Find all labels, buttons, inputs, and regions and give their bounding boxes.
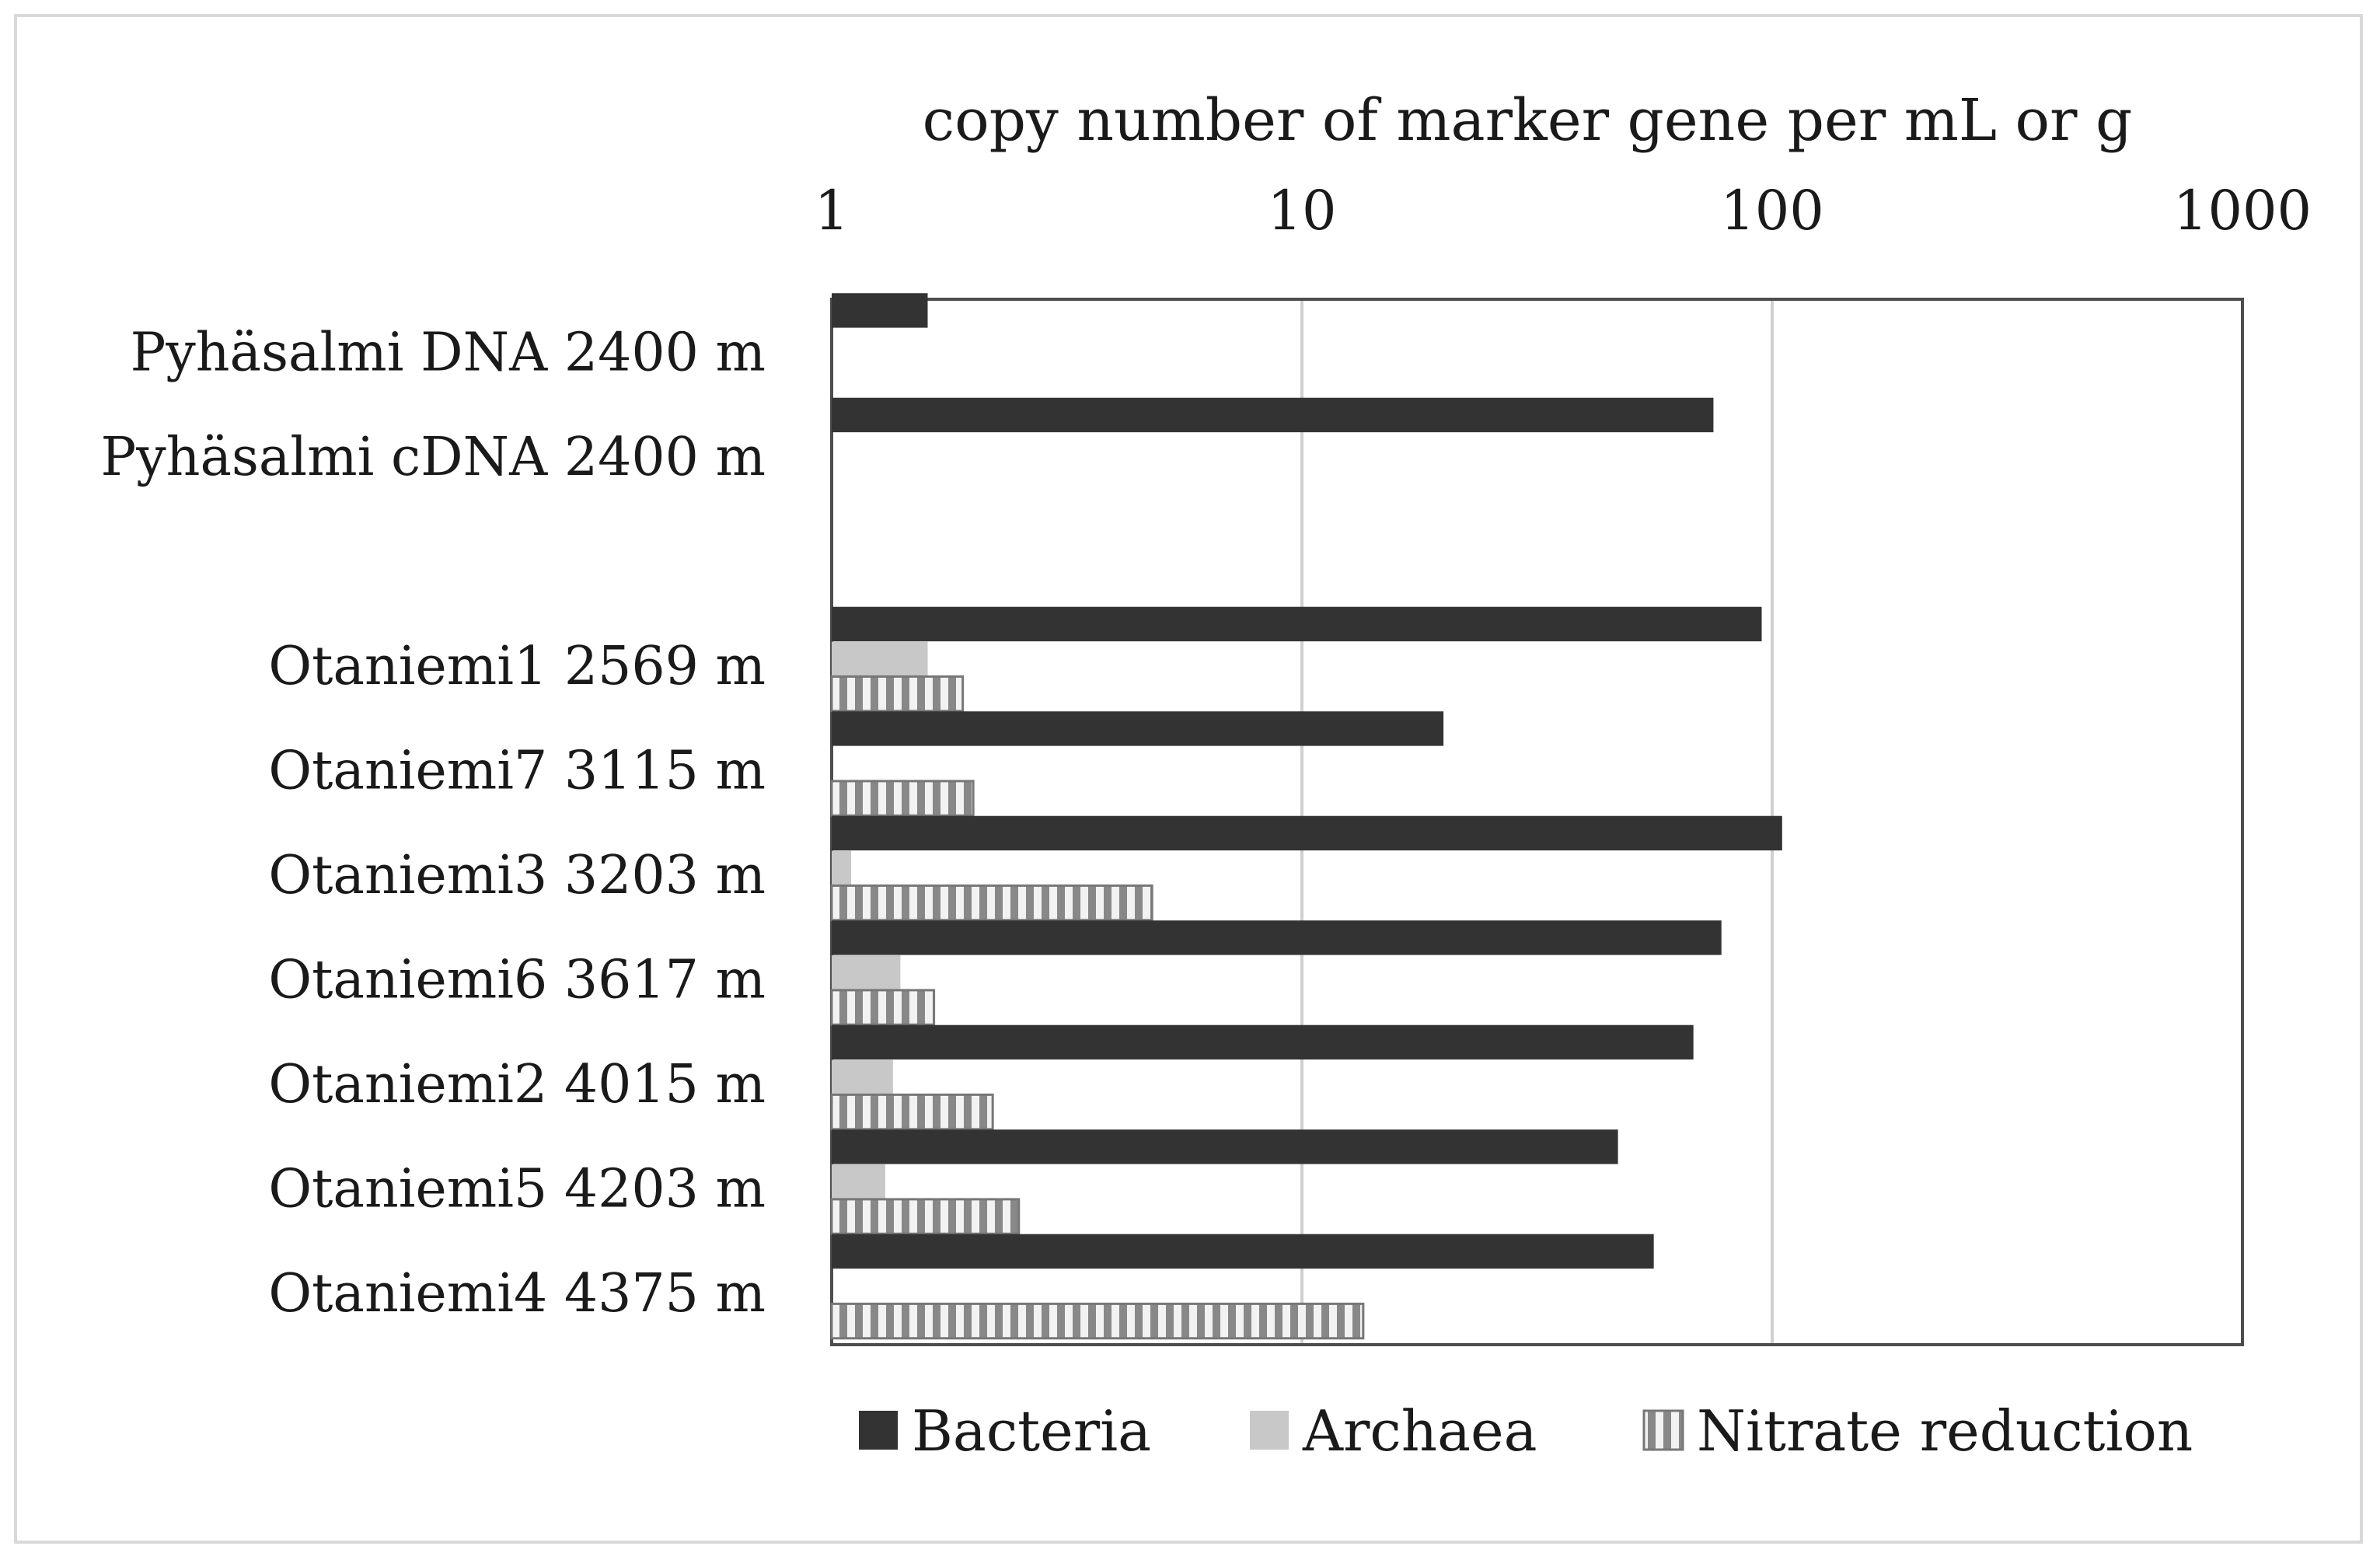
bar-bacteria <box>832 606 1762 642</box>
x-tick-labels: 1 10 100 1000 <box>815 179 2312 243</box>
category-label: Pyhäsalmi DNA 2400 m <box>131 322 766 383</box>
bar-nitrate-reduction <box>830 1198 1021 1235</box>
bar-nitrate-reduction <box>830 1302 1365 1340</box>
legend-swatch <box>1250 1411 1289 1450</box>
category-label: Otaniemi3 3203 m <box>268 845 766 906</box>
bar-archaea <box>832 641 928 676</box>
category-label: Otaniemi6 3617 m <box>268 949 766 1010</box>
bar-nitrate-reduction <box>830 780 975 817</box>
bar-bacteria <box>832 397 1714 433</box>
bar-nitrate-reduction <box>830 1093 994 1131</box>
bar-nitrate-reduction <box>830 989 936 1026</box>
bar-bacteria <box>832 293 928 328</box>
legend-label: Nitrate reduction <box>1697 1398 2193 1464</box>
x-tick-label: 1000 <box>2173 179 2312 243</box>
legend-label: Bacteria <box>912 1398 1151 1464</box>
category-label: Otaniemi7 3115 m <box>268 740 766 801</box>
bar-nitrate-reduction <box>830 884 1153 922</box>
category-label: Otaniemi1 2569 m <box>268 636 766 697</box>
bar-archaea <box>832 1164 885 1199</box>
bars <box>830 293 1782 1340</box>
legend-swatch <box>859 1411 898 1450</box>
legend-label: Archaea <box>1302 1398 1537 1464</box>
x-tick-label: 100 <box>1720 179 1824 243</box>
category-label: Pyhäsalmi cDNA 2400 m <box>100 427 766 488</box>
bar-bacteria <box>832 711 1444 746</box>
bar-archaea <box>832 955 901 990</box>
bar-archaea <box>832 1059 893 1094</box>
legend-swatch <box>1642 1409 1684 1451</box>
category-label: Otaniemi2 4015 m <box>268 1054 766 1115</box>
bar-archaea <box>832 850 852 885</box>
bar-bacteria <box>832 920 1722 955</box>
bar-bacteria <box>832 1129 1618 1164</box>
bar-nitrate-reduction <box>830 675 965 713</box>
category-label: Otaniemi5 4203 m <box>268 1158 766 1220</box>
legend: Bacteria Archaea Nitrate reduction <box>859 1398 2193 1464</box>
category-label: Otaniemi4 4375 m <box>268 1263 766 1324</box>
bar-bacteria <box>832 1024 1694 1060</box>
bar-bacteria <box>832 815 1782 851</box>
chart-frame <box>14 14 2363 1544</box>
x-tick-label: 10 <box>1267 179 1336 243</box>
bar-bacteria <box>832 1234 1654 1269</box>
category-labels: Pyhäsalmi DNA 2400 m Pyhäsalmi cDNA 2400 … <box>100 322 766 1324</box>
x-axis-title: copy number of marker gene per mL or g <box>923 87 2133 154</box>
x-tick-label: 1 <box>815 179 850 243</box>
